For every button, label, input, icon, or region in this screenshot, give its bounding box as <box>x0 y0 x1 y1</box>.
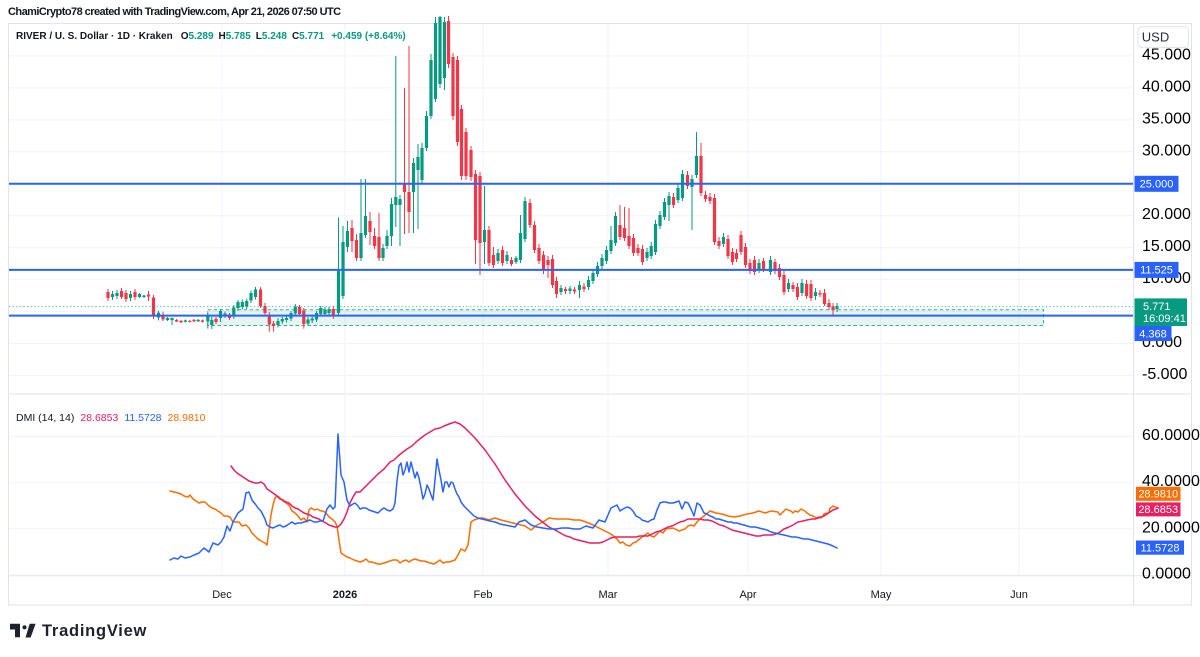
svg-text:May: May <box>871 589 892 601</box>
svg-text:16:09:41: 16:09:41 <box>1143 313 1186 325</box>
svg-text:15.000: 15.000 <box>1142 238 1191 255</box>
svg-text:40.000: 40.000 <box>1142 78 1191 95</box>
svg-text:Jun: Jun <box>1010 589 1028 601</box>
svg-text:60.0000: 60.0000 <box>1142 427 1200 444</box>
svg-text:20.0000: 20.0000 <box>1142 519 1200 536</box>
svg-text:0.0000: 0.0000 <box>1142 565 1191 582</box>
svg-text:5.771: 5.771 <box>1143 301 1171 313</box>
svg-text:30.000: 30.000 <box>1142 142 1191 159</box>
svg-text:20.000: 20.000 <box>1142 206 1191 223</box>
svg-text:TradingView: TradingView <box>42 623 147 640</box>
svg-text:Apr: Apr <box>739 589 756 601</box>
svg-text:40.0000: 40.0000 <box>1142 473 1200 490</box>
svg-text:11.525: 11.525 <box>1140 265 1173 277</box>
svg-text:25.000: 25.000 <box>1140 179 1174 191</box>
svg-text:35.000: 35.000 <box>1142 110 1191 127</box>
svg-text:-5.000: -5.000 <box>1142 366 1187 383</box>
svg-text:28.6853: 28.6853 <box>1138 504 1178 516</box>
svg-text:Feb: Feb <box>474 589 493 601</box>
svg-text:11.5728: 11.5728 <box>1141 542 1180 554</box>
svg-text:45.000: 45.000 <box>1142 46 1191 63</box>
svg-text:Mar: Mar <box>599 589 618 601</box>
svg-text:28.9810: 28.9810 <box>1138 489 1178 501</box>
svg-text:Dec: Dec <box>212 589 232 601</box>
svg-text:USD: USD <box>1142 30 1169 45</box>
svg-text:2026: 2026 <box>333 589 357 601</box>
svg-text:4.368: 4.368 <box>1139 328 1167 340</box>
